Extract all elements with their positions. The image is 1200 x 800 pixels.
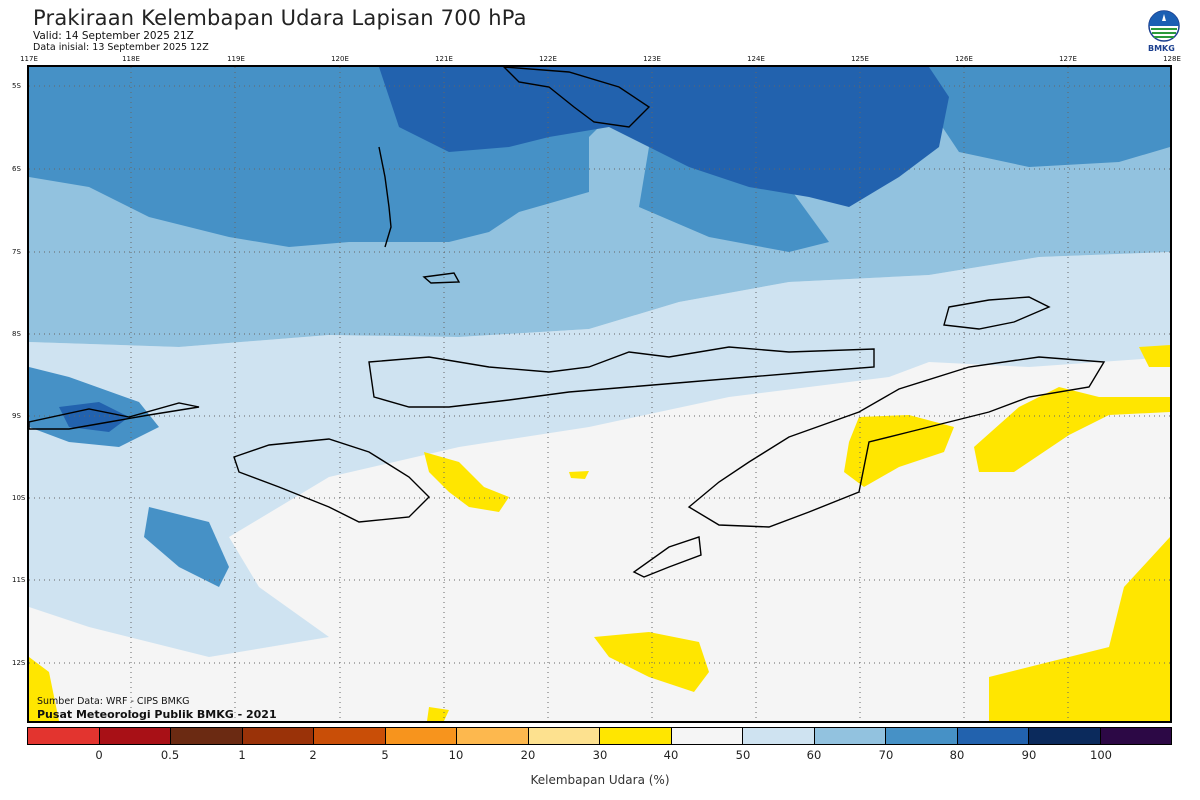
- data-source: Sumber Data: WRF - CIPS BMKG: [37, 696, 190, 707]
- bmkg-logo-graphic: [1148, 10, 1180, 42]
- humidity-zone-humid: [144, 507, 229, 587]
- colorbar-cell: [743, 728, 815, 744]
- colorbar-cell: [171, 728, 243, 744]
- coastline-lesser-sunda: [368, 346, 875, 408]
- x-tick-label: 117E: [20, 55, 38, 63]
- colorbar-label: 90: [1021, 748, 1037, 762]
- x-tick-label: 128E: [1163, 55, 1181, 63]
- y-tick-label: 8S: [12, 330, 21, 338]
- coastline-rote: [632, 536, 702, 578]
- x-tick-label: 127E: [1059, 55, 1077, 63]
- colorbar-label: 1: [238, 748, 246, 762]
- humidity-zone-dry: [1139, 345, 1170, 367]
- humidity-zone-dry: [569, 471, 589, 479]
- colorbar-cell: [886, 728, 958, 744]
- colorbar-cell: [1100, 728, 1171, 744]
- x-tick-label: 125E: [851, 55, 869, 63]
- humidity-zone-dry: [974, 387, 1170, 472]
- colorbar-label: 50: [735, 748, 751, 762]
- y-tick-label: 5S: [12, 82, 21, 90]
- colorbar-label: 2: [309, 748, 317, 762]
- x-tick-label: 119E: [227, 55, 245, 63]
- humidity-zone-dry: [844, 415, 954, 487]
- coastline-sumba: [233, 438, 430, 523]
- coastline-north-islands: [503, 67, 651, 128]
- humidity-zone-dry: [427, 707, 449, 721]
- x-tick-label: 123E: [643, 55, 661, 63]
- humidity-colorbar: [27, 727, 1172, 745]
- humidity-zone-very-humid: [59, 402, 129, 432]
- colorbar-label: 10: [448, 748, 464, 762]
- colorbar-label: 60: [806, 748, 822, 762]
- x-tick-label: 121E: [435, 55, 453, 63]
- y-tick-label: 11S: [12, 576, 26, 584]
- coastline-sulawesi: [378, 146, 392, 248]
- y-tick-label: 12S: [12, 659, 26, 667]
- bmkg-logo-text: BMKG: [1148, 44, 1175, 53]
- x-tick-label: 124E: [747, 55, 765, 63]
- colorbar-cell: [528, 728, 600, 744]
- colorbar-cell: [671, 728, 743, 744]
- colorbar-cell: [957, 728, 1029, 744]
- humidity-zone-light: [29, 252, 1170, 657]
- colorbar-cell: [99, 728, 171, 744]
- humidity-zone-dry: [29, 657, 59, 721]
- y-tick-label: 9S: [12, 412, 21, 420]
- humidity-map-graphic: [29, 67, 1170, 721]
- x-tick-label: 118E: [122, 55, 140, 63]
- colorbar-label: 0.5: [160, 748, 180, 762]
- colorbar-label: 70: [878, 748, 894, 762]
- colorbar-label: 100: [1090, 748, 1112, 762]
- colorbar-cell: [28, 728, 100, 744]
- colorbar-label: 80: [949, 748, 965, 762]
- colorbar-cell: [1029, 728, 1101, 744]
- humidity-zone-humid: [639, 147, 829, 252]
- colorbar-title: Kelembapan Udara (%): [530, 773, 670, 787]
- colorbar-label: 0: [95, 748, 103, 762]
- humidity-zone-dry: [989, 537, 1170, 721]
- colorbar-cell: [814, 728, 886, 744]
- coastline-small-island: [422, 272, 461, 284]
- map-gridlines: [29, 67, 1170, 721]
- valid-time: Valid: 14 September 2025 21Z: [33, 30, 194, 42]
- humidity-zone-dry: [424, 452, 509, 512]
- colorbar-cell: [314, 728, 386, 744]
- colorbar-cell: [600, 728, 672, 744]
- coastline-flores-sea-island: [943, 296, 1051, 330]
- colorbar-label: 30: [592, 748, 608, 762]
- coastlines: [29, 67, 1106, 578]
- y-tick-label: 10S: [12, 494, 26, 502]
- coastline-west-island: [29, 402, 200, 430]
- y-tick-label: 7S: [12, 248, 21, 256]
- humidity-zone-humid: [29, 67, 1170, 247]
- data-initial-time: Data inisial: 13 September 2025 12Z: [33, 42, 209, 53]
- map-title: Prakiraan Kelembapan Udara Lapisan 700 h…: [33, 6, 527, 30]
- colorbar-label: 20: [520, 748, 536, 762]
- x-tick-label: 120E: [331, 55, 349, 63]
- humidity-map[interactable]: [27, 65, 1172, 723]
- coastline-timor: [687, 356, 1106, 528]
- colorbar-label: 5: [381, 748, 389, 762]
- data-publisher: Pusat Meteorologi Publik BMKG - 2021: [37, 708, 277, 721]
- x-tick-label: 126E: [955, 55, 973, 63]
- y-tick-label: 6S: [12, 165, 21, 173]
- humidity-zone-very-humid: [379, 67, 949, 207]
- colorbar-cell: [385, 728, 457, 744]
- colorbar-cell: [242, 728, 314, 744]
- x-tick-label: 122E: [539, 55, 557, 63]
- colorbar-label: 40: [663, 748, 679, 762]
- colorbar-cell: [457, 728, 529, 744]
